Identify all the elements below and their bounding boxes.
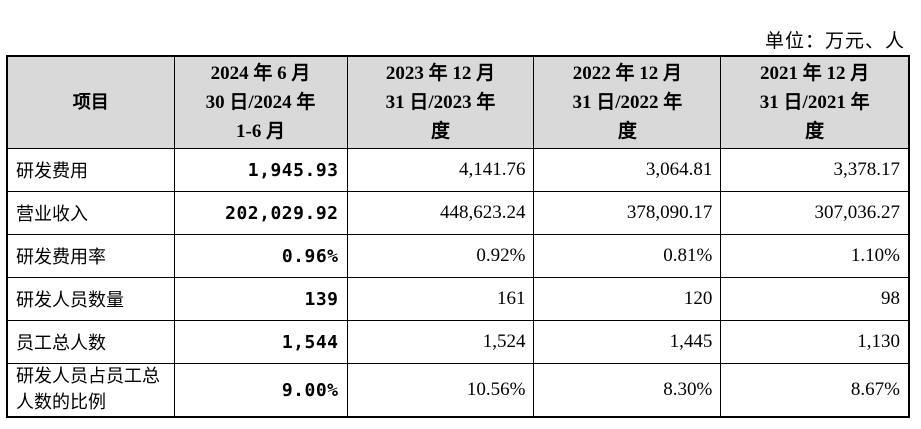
header-line: 2021 年 12 月 — [760, 63, 870, 84]
header-item: 项目 — [6, 55, 175, 149]
header-line: 度 — [617, 121, 637, 142]
table-row: 研发费用率 0.96% 0.92% 0.81% 1.10% — [6, 234, 910, 278]
header-2022: 2022 年 12 月 31 日/2022 年 度 — [533, 55, 722, 149]
header-line: 度 — [805, 121, 825, 142]
cell-2023: 448,623.24 — [346, 191, 535, 235]
header-line: 2022 年 12 月 — [572, 63, 683, 84]
header-line: 30 日/2024 年 — [205, 92, 316, 113]
rd-expense-table: 项目 2024 年 6 月 30 日/2024 年 1-6 月 2023 年 1… — [6, 55, 910, 418]
header-2024h1: 2024 年 6 月 30 日/2024 年 1-6 月 — [173, 55, 348, 149]
row-label: 研发人员数量 — [6, 277, 175, 321]
row-label: 营业收入 — [6, 191, 175, 235]
cell-2023: 0.92% — [346, 234, 535, 278]
header-line: 2023 年 12 月 — [385, 63, 496, 84]
cell-2023: 4,141.76 — [346, 148, 535, 192]
header-line: 31 日/2023 年 — [385, 92, 496, 113]
cell-2024h1: 139 — [173, 277, 348, 321]
unit-label: 单位：万元、人 — [764, 31, 905, 52]
cell-2021: 307,036.27 — [720, 191, 910, 235]
cell-2021: 1.10% — [720, 234, 910, 278]
cell-2024h1: 1,945.93 — [173, 148, 348, 192]
cell-2021: 8.67% — [720, 363, 910, 418]
cell-2021: 98 — [720, 277, 910, 321]
table-row: 研发人员占员工总人数的比例 9.00% 10.56% 8.30% 8.67% — [6, 363, 910, 418]
cell-2021: 1,130 — [720, 320, 910, 364]
cell-2024h1: 202,029.92 — [173, 191, 348, 235]
row-label: 研发人员占员工总人数的比例 — [6, 363, 175, 418]
row-label: 研发费用 — [6, 148, 175, 192]
row-label: 员工总人数 — [6, 320, 175, 364]
header-line: 1-6 月 — [236, 121, 286, 142]
table-header-row: 项目 2024 年 6 月 30 日/2024 年 1-6 月 2023 年 1… — [6, 55, 910, 149]
table-row: 研发费用 1,945.93 4,141.76 3,064.81 3,378.17 — [6, 148, 910, 192]
cell-2023: 161 — [346, 277, 535, 321]
header-line: 2024 年 6 月 — [210, 63, 311, 84]
cell-2022: 8.30% — [533, 363, 722, 418]
header-2023: 2023 年 12 月 31 日/2023 年 度 — [346, 55, 535, 149]
cell-2022: 3,064.81 — [533, 148, 722, 192]
cell-2023: 1,524 — [346, 320, 535, 364]
header-line: 31 日/2021 年 — [759, 92, 870, 113]
table-row: 营业收入 202,029.92 448,623.24 378,090.17 30… — [6, 191, 910, 235]
table-row: 员工总人数 1,544 1,524 1,445 1,130 — [6, 320, 910, 364]
row-label: 研发费用率 — [6, 234, 175, 278]
cell-2022: 1,445 — [533, 320, 722, 364]
cell-2022: 0.81% — [533, 234, 722, 278]
cell-2022: 378,090.17 — [533, 191, 722, 235]
header-line: 31 日/2022 年 — [572, 92, 683, 113]
header-item-label: 项目 — [72, 92, 109, 113]
header-2021: 2021 年 12 月 31 日/2021 年 度 — [720, 55, 910, 149]
cell-2022: 120 — [533, 277, 722, 321]
header-line: 度 — [430, 121, 450, 142]
cell-2024h1: 1,544 — [173, 320, 348, 364]
cell-2024h1: 9.00% — [173, 363, 348, 418]
cell-2024h1: 0.96% — [173, 234, 348, 278]
cell-2021: 3,378.17 — [720, 148, 910, 192]
cell-2023: 10.56% — [346, 363, 535, 418]
table-row: 研发人员数量 139 161 120 98 — [6, 277, 910, 321]
